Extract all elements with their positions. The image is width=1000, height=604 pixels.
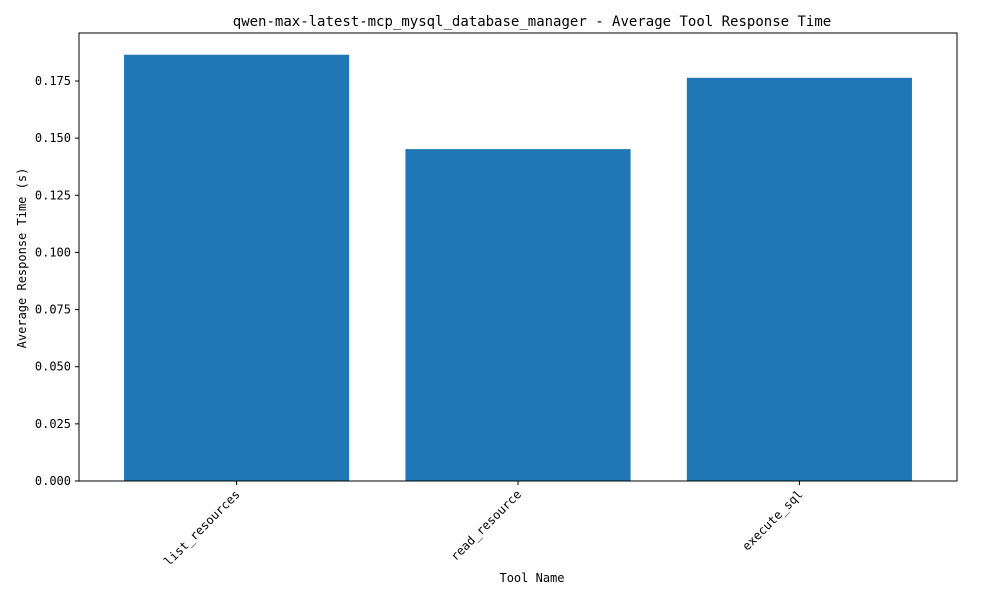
y-tick-label: 0.125 bbox=[35, 188, 71, 202]
y-tick-label: 0.100 bbox=[35, 245, 71, 259]
y-tick-label: 0.025 bbox=[35, 417, 71, 431]
x-tick-label: read_resource bbox=[448, 487, 524, 563]
x-tick-label: execute_sql bbox=[739, 487, 805, 553]
chart-title: qwen-max-latest-mcp_mysql_database_manag… bbox=[233, 14, 831, 30]
y-tick-label: 0.175 bbox=[35, 74, 71, 88]
y-tick-label: 0.000 bbox=[35, 474, 71, 488]
x-tick-label: list_resources bbox=[161, 487, 242, 568]
bars-layer bbox=[124, 54, 912, 482]
y-axis: 0.000 0.025 0.050 0.075 0.100 0.125 0.150 0.175 bbox=[35, 74, 79, 488]
x-axis-label: Tool Name bbox=[499, 571, 564, 585]
x-axis: list_resources read_resource execute_sql bbox=[161, 481, 806, 569]
bar-read-resource bbox=[405, 149, 631, 481]
bar-list-resources bbox=[124, 54, 350, 481]
y-axis-label: Average Response Time (s) bbox=[15, 168, 29, 349]
y-tick-label: 0.150 bbox=[35, 131, 71, 145]
bar-execute-sql bbox=[686, 77, 912, 482]
y-tick-label: 0.075 bbox=[35, 303, 71, 317]
y-tick-label: 0.050 bbox=[35, 360, 71, 374]
